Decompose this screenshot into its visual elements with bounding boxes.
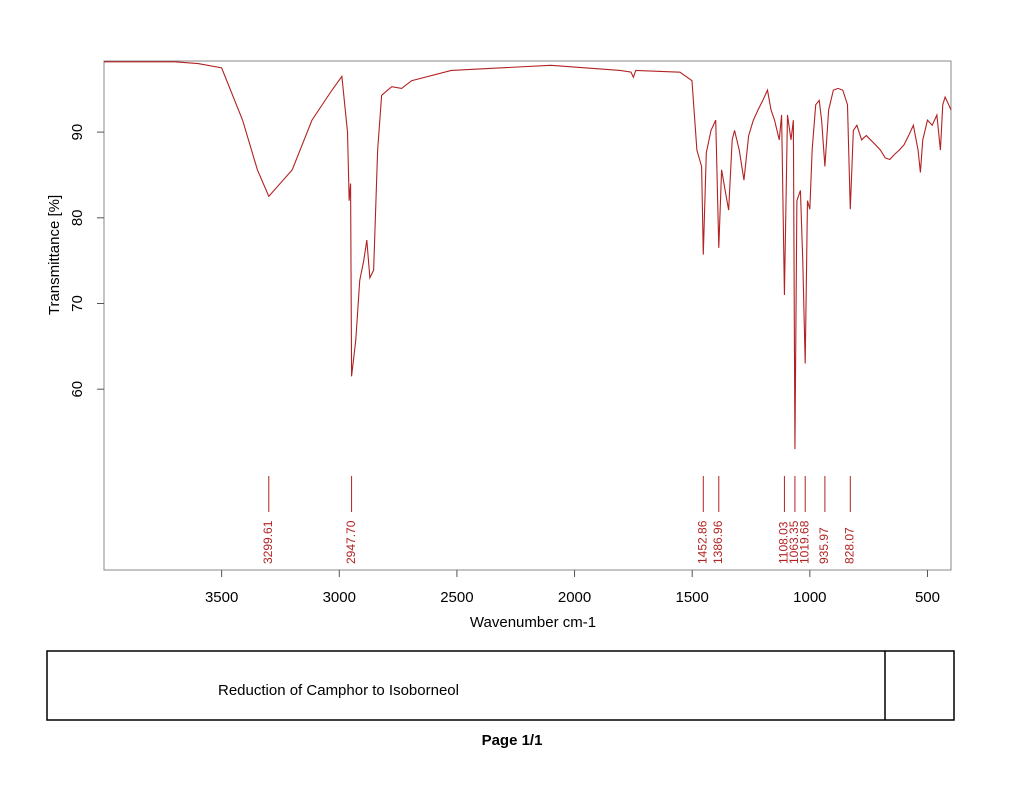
y-tick-label: 90 <box>69 124 86 141</box>
peak-label: 1452.86 <box>695 520 709 564</box>
peak-label: 1108.03 <box>777 521 791 564</box>
x-tick-label: 1500 <box>676 589 709 606</box>
x-tick-label: 2000 <box>558 589 591 606</box>
peak-label: 1063.35 <box>787 520 801 564</box>
x-tick-label: 3000 <box>323 589 356 606</box>
y-tick-label: 70 <box>69 295 86 312</box>
x-tick-label: 3500 <box>205 589 238 606</box>
spectrum-line <box>104 61 952 450</box>
peak-label: 1019.68 <box>797 520 811 564</box>
x-tick-label: 500 <box>915 589 940 606</box>
title-box <box>46 650 955 721</box>
peak-label: 2947.70 <box>344 520 358 564</box>
y-axis-label: Transmittance [%] <box>46 195 63 315</box>
x-tick-label: 2500 <box>440 589 473 606</box>
peak-label: 1386.96 <box>711 520 725 564</box>
y-tick-label: 60 <box>69 381 86 398</box>
y-tick-label: 80 <box>69 209 86 226</box>
chart-title: Reduction of Camphor to Isoborneol <box>218 682 459 699</box>
page-footer: Page 1/1 <box>482 732 543 749</box>
x-tick-label: 1000 <box>793 589 826 606</box>
peak-label: 3299.61 <box>261 520 275 564</box>
plot-frame <box>103 60 952 571</box>
x-axis-label: Wavenumber cm-1 <box>470 614 596 631</box>
peak-label: 935.97 <box>817 527 831 564</box>
peak-label: 828.07 <box>842 527 856 564</box>
